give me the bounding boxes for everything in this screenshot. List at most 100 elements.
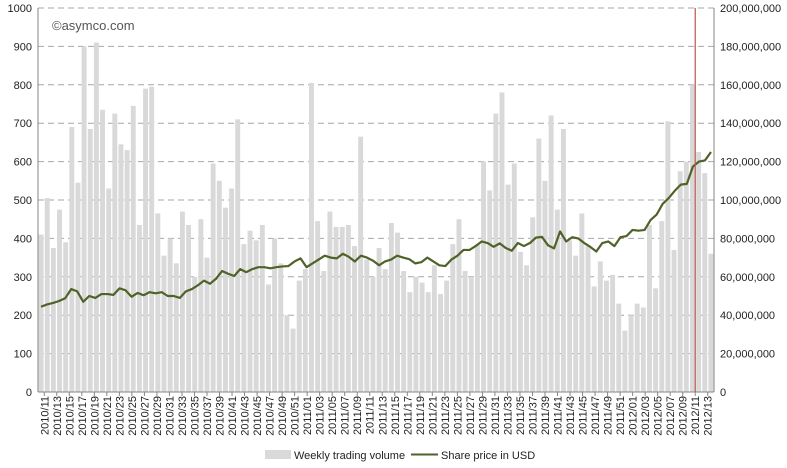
right-tick-label: 160,000,000 <box>720 80 781 92</box>
legend-swatch-volume <box>265 450 291 459</box>
plot-axes <box>37 8 715 393</box>
volume-bar <box>179 211 185 392</box>
x-tick-label: 2011/19 <box>415 396 427 435</box>
volume-bar <box>542 180 548 392</box>
left-tick-label: 100 <box>14 349 32 361</box>
volume-bar <box>505 184 511 392</box>
volume-bar <box>616 303 622 392</box>
volume-bar <box>155 213 161 392</box>
volume-bar <box>50 248 56 392</box>
volume-bar <box>161 255 167 392</box>
volume-bar <box>671 249 677 392</box>
x-tick-label: 2011/25 <box>452 396 464 435</box>
volume-bar <box>431 265 437 392</box>
volume-bar <box>597 261 603 392</box>
volume-bar <box>247 230 253 392</box>
x-tick-label: 2010/49 <box>277 396 289 436</box>
x-tick-label: 2012/01 <box>628 396 640 436</box>
volume-bar <box>499 92 505 392</box>
volume-bar <box>683 161 689 392</box>
volume-bar <box>173 263 179 392</box>
x-tick-label: 2012/03 <box>640 396 652 436</box>
volume-bar <box>296 280 302 392</box>
volume-bar <box>44 198 50 392</box>
volume-bar <box>548 115 554 393</box>
x-tick-label: 2010/19 <box>89 396 101 436</box>
volume-bar <box>345 224 351 392</box>
share-price-line <box>40 151 712 308</box>
volume-bar <box>560 128 566 392</box>
volume-bar <box>302 269 308 392</box>
left-tick-label: 700 <box>14 118 32 130</box>
volume-bar <box>524 265 530 392</box>
x-tick-label: 2012/05 <box>653 396 665 436</box>
x-tick-label: 2010/27 <box>139 396 151 436</box>
volume-bar <box>136 224 142 392</box>
volume-bar <box>468 276 474 392</box>
x-tick-label: 2010/45 <box>252 396 264 436</box>
volume-bar <box>438 294 443 392</box>
volume-bar <box>665 121 671 392</box>
x-axis-ticks: 2010/11 2010/13 2010/15 2010/17 2010/19 2010/… <box>39 392 715 436</box>
x-tick-label: 2011/39 <box>540 396 552 435</box>
volume-bar <box>186 224 192 392</box>
x-tick-label: 2011/07 <box>340 396 352 435</box>
volume-bar <box>327 211 333 392</box>
volume-bar <box>216 180 222 392</box>
volume-bar <box>222 207 228 392</box>
x-tick-label: 2010/51 <box>290 396 302 436</box>
x-tick-label: 2011/31 <box>490 396 502 435</box>
x-tick-label: 2011/05 <box>327 396 339 435</box>
right-tick-label: 40,000,000 <box>720 310 775 322</box>
x-tick-label: 2012/11 <box>690 396 702 435</box>
volume-bar <box>272 238 278 392</box>
volume-bar <box>149 86 155 392</box>
x-tick-label: 2011/17 <box>402 396 414 435</box>
volume-bar <box>241 244 247 392</box>
x-tick-label: 2011/21 <box>427 396 439 435</box>
volume-bar <box>106 188 112 392</box>
x-tick-label: 2010/23 <box>114 396 126 436</box>
volume-bar <box>376 248 382 392</box>
volume-bar <box>69 127 75 392</box>
volume-bar <box>259 224 265 392</box>
x-tick-label: 2011/49 <box>603 396 615 435</box>
volume-bar <box>100 109 105 392</box>
left-tick-label: 800 <box>14 80 32 92</box>
volume-bar <box>413 276 419 392</box>
volume-bar <box>702 173 708 392</box>
volume-bar <box>321 271 327 392</box>
volume-bar <box>284 315 290 392</box>
x-tick-label: 2011/27 <box>465 396 477 435</box>
legend: Weekly trading volume Share price in USD <box>265 450 535 462</box>
right-axis-ticks: 0 20,000,000 40,000,000 60,000,000 80,000,00… <box>720 3 781 399</box>
right-tick-label: 60,000,000 <box>720 272 775 284</box>
x-tick-label: 2010/15 <box>64 396 76 436</box>
right-tick-label: 200,000,000 <box>720 3 781 15</box>
volume-bar <box>266 284 271 392</box>
x-tick-label: 2011/11 <box>365 396 377 434</box>
volume-bar <box>352 246 357 392</box>
x-tick-label: 2012/07 <box>665 396 677 436</box>
volume-bar <box>640 307 646 392</box>
volume-bar <box>573 255 579 392</box>
x-tick-label: 2010/35 <box>189 396 201 436</box>
right-tick-label: 100,000,000 <box>720 195 781 207</box>
volume-bar <box>450 244 456 392</box>
volume-bar <box>610 274 616 392</box>
x-tick-label: 2011/13 <box>377 396 389 435</box>
volume-bar <box>382 269 388 392</box>
x-tick-label: 2010/47 <box>265 396 277 436</box>
volume-bar <box>75 182 81 392</box>
left-axis-ticks: 0 100 200 300 400 500 600 700 800 900 1000 <box>8 3 32 399</box>
x-tick-label: 2010/11 <box>39 396 51 435</box>
volume-bar <box>112 113 118 392</box>
right-tick-label: 120,000,000 <box>720 157 781 169</box>
volume-bar <box>358 136 364 392</box>
volume-bar <box>81 46 87 393</box>
x-tick-label: 2011/47 <box>590 396 602 435</box>
volume-bar <box>118 144 124 392</box>
volume-bar <box>511 163 517 392</box>
left-tick-label: 500 <box>14 195 32 207</box>
volume-bar <box>536 138 542 392</box>
